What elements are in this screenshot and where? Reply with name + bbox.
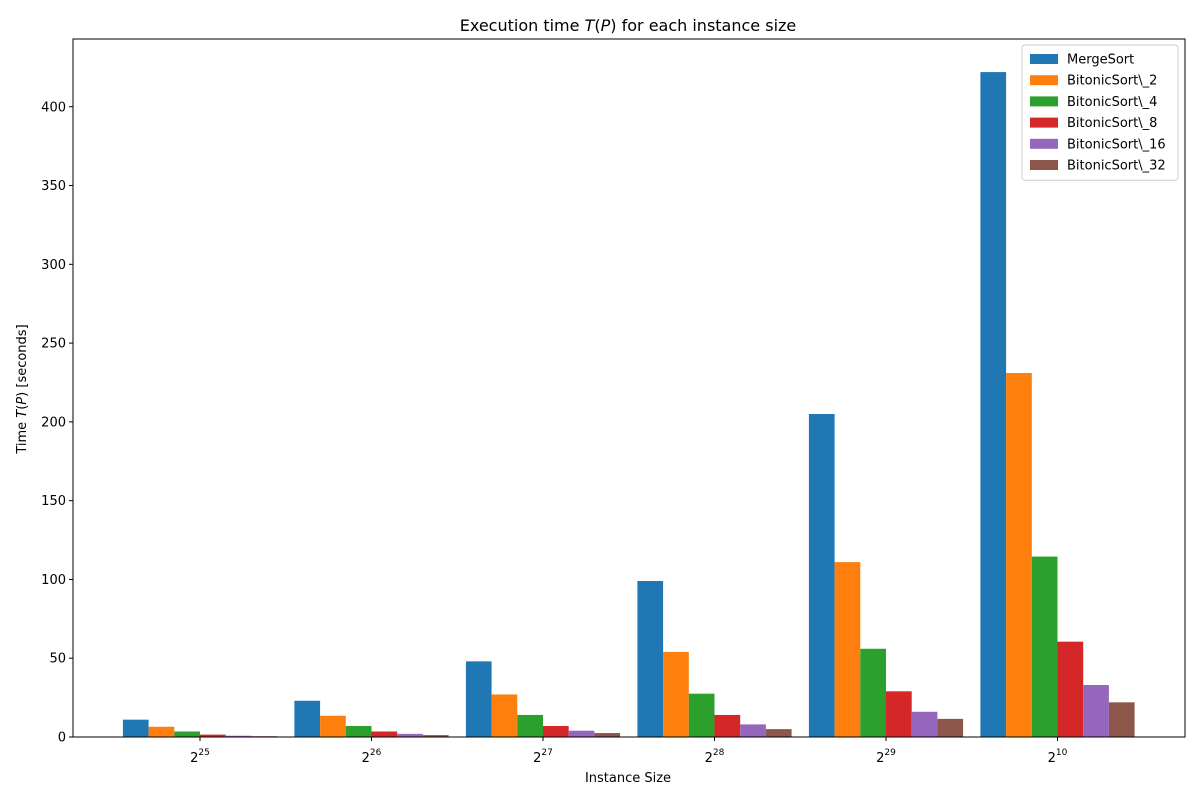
bar-mergesort-3 <box>637 581 664 737</box>
x-tick-label: 226 <box>362 748 382 766</box>
bars-layer <box>122 72 1135 738</box>
bar-bitonicsort-32-4 <box>937 718 964 737</box>
y-tick-label: 400 <box>41 100 66 115</box>
bar-bitonicsort-2-5 <box>1006 373 1032 737</box>
bar-bitonicsort-8-2 <box>543 725 569 737</box>
y-tick-label: 0 <box>58 731 66 746</box>
y-tick-label: 200 <box>41 415 66 430</box>
bar-bitonicsort-4-0 <box>174 731 200 737</box>
bar-bitonicsort-8-3 <box>714 714 741 737</box>
legend-label: BitonicSort\_32 <box>1067 159 1166 174</box>
bar-bitonicsort-16-1 <box>397 733 423 737</box>
legend-label: BitonicSort\_2 <box>1067 74 1157 89</box>
y-tick-label: 250 <box>41 337 66 352</box>
bar-bitonicsort-32-2 <box>594 733 621 737</box>
legend-label: BitonicSort\_8 <box>1067 116 1157 131</box>
bar-mergesort-1 <box>294 700 321 737</box>
bar-mergesort-0 <box>122 719 149 737</box>
bar-mergesort-5 <box>980 72 1007 738</box>
legend-swatch <box>1030 54 1058 64</box>
x-tick-label: 227 <box>533 748 553 766</box>
legend-swatch <box>1030 138 1058 149</box>
legend-swatch <box>1030 160 1058 170</box>
legend-label: BitonicSort\_16 <box>1067 137 1166 152</box>
bar-bitonicsort-4-3 <box>688 693 715 737</box>
y-tick-label: 100 <box>41 573 66 588</box>
axes-layer: 0 50 100 150 200 250 300 350 400 225 226 227 228 229 2… <box>41 38 1186 766</box>
bar-mergesort-2 <box>465 661 492 737</box>
x-tick-label: 229 <box>876 748 896 766</box>
bar-bitonicsort-2-2 <box>491 694 518 737</box>
y-tick-label: 300 <box>41 258 66 273</box>
bar-bitonicsort-8-4 <box>886 691 912 737</box>
bar-bitonicsort-4-1 <box>345 725 372 737</box>
bar-bitonicsort-32-1 <box>422 735 449 737</box>
legend-swatch <box>1030 117 1058 128</box>
bar-bitonicsort-4-4 <box>860 648 886 737</box>
bar-bitonicsort-4-2 <box>517 714 543 737</box>
legend: MergeSort BitonicSort\_2 BitonicSort\_4 Bit… <box>1021 44 1179 181</box>
legend-label: MergeSort <box>1067 53 1134 68</box>
y-tick-label: 150 <box>41 494 66 509</box>
x-axis-title: Instance Size <box>585 771 671 786</box>
bar-bitonicsort-32-5 <box>1108 702 1135 737</box>
y-axis-title: Time T(P) [seconds] <box>15 324 30 454</box>
legend-box <box>1021 44 1179 181</box>
bar-bitonicsort-16-0 <box>225 735 252 737</box>
legend-swatch <box>1030 96 1058 107</box>
y-tick-label: 350 <box>41 179 66 194</box>
bar-bitonicsort-4-5 <box>1031 556 1058 737</box>
bar-bitonicsort-8-0 <box>200 734 226 737</box>
plot-frame <box>72 38 1186 738</box>
x-tick-label: 228 <box>705 748 725 766</box>
bar-bitonicsort-2-0 <box>148 726 175 737</box>
x-tick-label: 210 <box>1048 748 1068 766</box>
bar-mergesort-4 <box>808 414 835 737</box>
x-tick-label: 225 <box>190 748 210 766</box>
bar-bitonicsort-16-5 <box>1083 685 1109 737</box>
bar-bitonicsort-16-3 <box>740 724 766 737</box>
legend-label: BitonicSort\_4 <box>1067 95 1157 110</box>
bar-bitonicsort-16-2 <box>568 730 595 737</box>
bar-bitonicsort-8-1 <box>371 731 398 737</box>
bar-bitonicsort-16-4 <box>911 711 938 737</box>
legend-swatch <box>1030 75 1058 86</box>
bar-bitonicsort-8-5 <box>1057 641 1084 737</box>
y-tick-label: 50 <box>49 652 66 667</box>
chart-title: Execution time T(P) for each instance si… <box>460 16 797 35</box>
bar-bitonicsort-2-3 <box>663 651 689 737</box>
bar-bitonicsort-32-3 <box>765 729 792 737</box>
bar-bitonicsort-2-4 <box>834 562 861 737</box>
bar-bitonicsort-2-1 <box>320 715 346 737</box>
